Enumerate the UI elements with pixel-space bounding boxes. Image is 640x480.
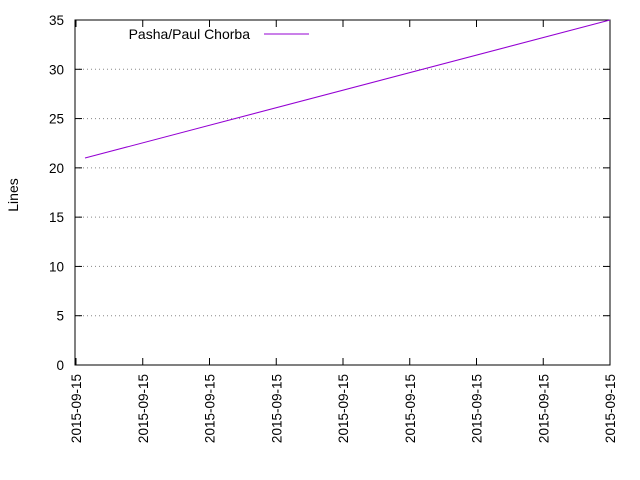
- x-tick-label: 2015-09-15: [69, 374, 84, 443]
- grid-lines: [75, 68, 610, 317]
- plot-frame: [74, 19, 611, 366]
- x-tick-label: 2015-09-15: [403, 374, 418, 443]
- y-tick-label: 5: [56, 309, 64, 324]
- x-axis-ticks: 2015-09-15 2015-09-15 2015-09-15 2015-09-15…: [69, 20, 618, 443]
- y-tick-label: 35: [49, 13, 64, 28]
- y-tick-label: 0: [56, 358, 64, 373]
- x-tick-label: 2015-09-15: [136, 374, 151, 443]
- series-layer: [84, 19, 611, 159]
- x-tick-label: 2015-09-15: [203, 374, 218, 443]
- x-tick-label: 2015-09-15: [470, 374, 485, 443]
- legend-label: Pasha/Paul Chorba: [129, 26, 251, 42]
- y-tick-label: 30: [49, 62, 64, 77]
- x-tick-label: 2015-09-15: [603, 374, 618, 443]
- legend: Pasha/Paul Chorba: [129, 26, 309, 42]
- y-tick-label: 10: [49, 259, 64, 274]
- y-tick-label: 20: [49, 161, 64, 176]
- y-axis-label: Lines: [5, 178, 21, 211]
- x-tick-label: 2015-09-15: [536, 374, 551, 443]
- y-tick-label: 15: [49, 210, 64, 225]
- x-tick-label: 2015-09-15: [336, 374, 351, 443]
- y-tick-label: 25: [49, 112, 64, 127]
- x-tick-label: 2015-09-15: [269, 374, 284, 443]
- series-line-0: [84, 19, 611, 159]
- y-axis-ticks: 0 5 10 15 20 25 30 35: [49, 13, 610, 373]
